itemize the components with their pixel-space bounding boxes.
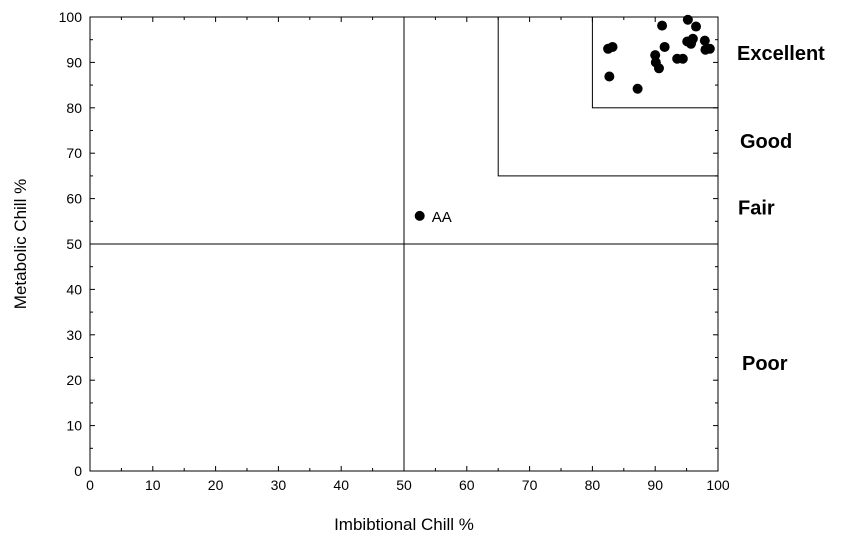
data-point	[650, 50, 661, 61]
x-tick-label: 60	[459, 477, 475, 493]
y-tick-label: 0	[74, 463, 82, 479]
data-point-layer: AA	[414, 14, 715, 226]
y-tick-label: 100	[59, 9, 83, 25]
x-tick-label: 50	[396, 477, 412, 493]
y-tick-label: 70	[66, 145, 82, 161]
data-point	[691, 21, 702, 32]
data-point-label: AA	[432, 209, 452, 226]
data-point	[659, 41, 670, 52]
y-tick-label: 10	[66, 418, 82, 434]
y-tick-label: 40	[66, 281, 82, 297]
x-tick-label: 20	[208, 477, 224, 493]
y-tick-label: 80	[66, 100, 82, 116]
reference-line-layer	[90, 17, 718, 471]
y-tick-label: 90	[66, 54, 82, 70]
zone-label-fair: Fair	[738, 197, 775, 219]
x-tick-label: 80	[585, 477, 601, 493]
y-tick-label: 60	[66, 191, 82, 207]
data-point	[607, 41, 618, 52]
x-axis-title: Imbibtional Chill %	[334, 515, 474, 534]
y-tick-label: 30	[66, 327, 82, 343]
data-point	[699, 35, 710, 46]
zone-label-excellent: Excellent	[737, 43, 825, 65]
data-point	[677, 53, 688, 64]
data-point	[682, 14, 693, 25]
data-point	[414, 210, 425, 221]
data-point	[604, 71, 615, 82]
x-tick-label: 100	[706, 477, 730, 493]
x-tick-label: 30	[271, 477, 287, 493]
data-point	[657, 20, 668, 31]
axis-tick-layer: 0 10 20 30 40 50 60 70 80 90 100 0 10 20 30 40 50 60 70 80 9…	[59, 9, 730, 493]
data-point	[704, 43, 715, 54]
x-tick-label: 70	[522, 477, 538, 493]
y-tick-label: 20	[66, 372, 82, 388]
y-tick-label: 50	[66, 236, 82, 252]
x-tick-label: 0	[86, 477, 94, 493]
data-point	[653, 63, 664, 74]
zone-label-layer: Excellent Good Fair Poor	[737, 43, 825, 375]
zone-label-poor: Poor	[742, 353, 788, 375]
zone-label-good: Good	[740, 131, 792, 153]
x-tick-label: 90	[647, 477, 663, 493]
x-tick-label: 40	[333, 477, 349, 493]
y-axis-title: Metabolic Chill %	[11, 179, 30, 309]
x-tick-label: 10	[145, 477, 161, 493]
data-point	[632, 83, 643, 94]
data-point	[687, 33, 698, 44]
